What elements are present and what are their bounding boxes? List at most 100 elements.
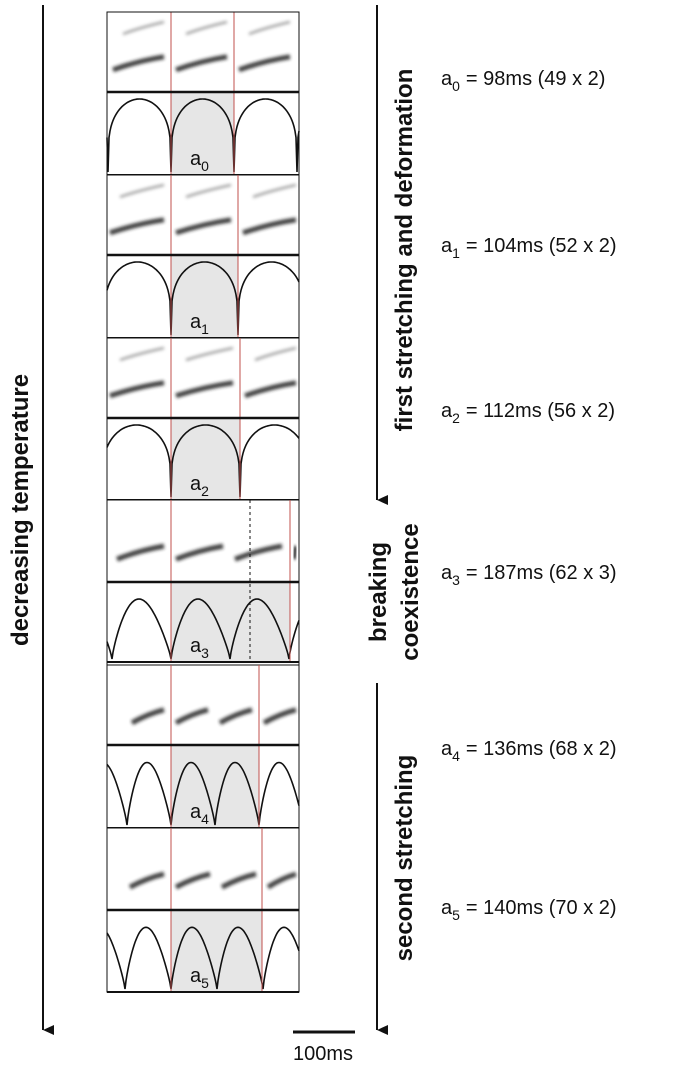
spectrogram: [106, 337, 300, 419]
period-label: a1 = 104ms (52 x 2): [441, 235, 617, 261]
label-subscript: 0: [201, 158, 209, 174]
label-letter: a: [190, 965, 202, 987]
label-period: = 112ms (56 x 2): [466, 400, 615, 422]
syllable: [234, 543, 283, 562]
harmonic: [248, 20, 291, 36]
period-label: a4 = 136ms (68 x 2): [441, 738, 617, 764]
phase-label: second stretching: [391, 755, 418, 962]
panel-label: a3: [190, 635, 209, 661]
syllable: [175, 380, 234, 399]
period-label: a5 = 140ms (70 x 2): [441, 897, 617, 923]
syllable: [291, 545, 299, 560]
harmonic: [185, 183, 232, 199]
syllable: [112, 54, 165, 73]
label-letter: a: [441, 235, 453, 257]
period-label: a0 = 98ms (49 x 2): [441, 68, 605, 94]
scale-label: 100ms: [293, 1043, 353, 1065]
label-subscript: 5: [452, 907, 460, 923]
spectrogram: [106, 827, 300, 911]
label-subscript: 0: [452, 78, 460, 94]
spectrogram: [106, 11, 300, 93]
syllable: [175, 54, 228, 73]
syllable: [266, 871, 297, 890]
label-letter: a: [190, 635, 202, 657]
syllable: [175, 543, 224, 562]
label-letter: a: [441, 562, 453, 584]
label-letter: a: [441, 738, 453, 760]
harmonic: [122, 20, 165, 36]
label-subscript: 3: [452, 572, 460, 588]
label-subscript: 4: [201, 811, 209, 827]
label-period: = 104ms (52 x 2): [466, 235, 617, 257]
syllable: [130, 707, 165, 725]
label-letter: a: [190, 311, 202, 333]
period-highlight: [171, 418, 240, 500]
waveform: [106, 761, 300, 826]
harmonic: [119, 346, 165, 362]
label-subscript: 1: [452, 245, 460, 261]
period-label: a3 = 187ms (62 x 3): [441, 562, 617, 588]
phase-label: coexistence: [397, 523, 424, 660]
harmonic: [119, 183, 165, 199]
spectrogram: [106, 664, 300, 746]
harmonic: [185, 20, 228, 36]
period-highlight: [171, 92, 234, 175]
label-subscript: 2: [201, 483, 209, 499]
syllable: [242, 217, 297, 236]
label-period: = 136ms (68 x 2): [466, 738, 617, 760]
label-subscript: 1: [201, 321, 209, 337]
spectrogram: [106, 174, 300, 256]
label-period: = 98ms (49 x 2): [466, 68, 606, 90]
syllable: [244, 380, 297, 399]
label-subscript: 3: [201, 645, 209, 661]
waveform: [106, 424, 300, 498]
label-letter: a: [190, 801, 202, 823]
label-letter: a: [190, 473, 202, 495]
waveform: [106, 926, 300, 990]
phase-label: first stretching and deformation: [391, 69, 418, 432]
waveform: [106, 98, 300, 173]
harmonic: [252, 183, 297, 199]
panel-label: a2: [190, 473, 209, 499]
phase-label: breaking: [365, 542, 392, 642]
period-highlight: [171, 745, 259, 828]
panel-frame: [106, 11, 300, 993]
spectrogram: [106, 499, 300, 583]
period-label: a2 = 112ms (56 x 2): [441, 400, 615, 426]
label-letter: a: [441, 68, 453, 90]
label-letter: a: [190, 148, 202, 170]
syllable: [128, 871, 165, 890]
syllable: [238, 54, 291, 73]
panel-label: a0: [190, 148, 209, 174]
label-subscript: 5: [201, 975, 209, 991]
harmonic: [185, 346, 234, 362]
label-letter: a: [441, 897, 453, 919]
waveform: [106, 261, 300, 336]
syllable: [175, 217, 232, 236]
syllable: [174, 871, 211, 890]
label-subscript: 4: [452, 748, 460, 764]
harmonic: [254, 346, 297, 362]
period-highlight: [171, 255, 238, 338]
syllable: [220, 871, 257, 890]
period-labels: a0 = 98ms (49 x 2)a1 = 104ms (52 x 2)a2 = 1…: [441, 68, 617, 923]
syllable: [262, 707, 297, 725]
syllable: [218, 707, 253, 725]
waveform: [106, 598, 300, 660]
syllable: [109, 380, 165, 399]
panel-label: a5: [190, 965, 209, 991]
axis-label: decreasing temperature: [7, 374, 34, 646]
syllable: [116, 543, 165, 562]
period-highlight: [171, 910, 262, 992]
syllable: [174, 707, 209, 725]
label-letter: a: [441, 400, 453, 422]
syllable: [109, 217, 165, 236]
label-period: = 140ms (70 x 2): [466, 897, 617, 919]
panel-label: a1: [190, 311, 209, 337]
panel-label: a4: [190, 801, 209, 827]
label-subscript: 2: [452, 410, 460, 426]
label-period: = 187ms (62 x 3): [466, 562, 617, 584]
period-highlight: [171, 582, 290, 662]
